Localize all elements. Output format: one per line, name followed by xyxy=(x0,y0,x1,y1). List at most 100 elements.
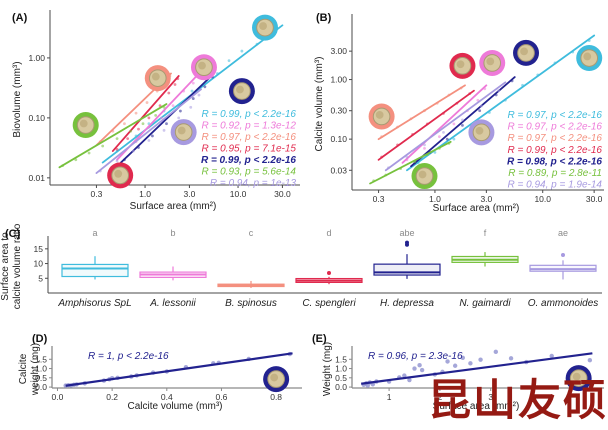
y-tick-label: 1.0 xyxy=(335,364,347,374)
scatter-point xyxy=(216,72,219,75)
y-tick-label: 1.5 xyxy=(35,354,47,364)
scatter-point xyxy=(412,366,417,371)
y-tick-label: 3.00 xyxy=(330,46,347,56)
scatter-point xyxy=(115,137,119,141)
r-value-label: R = 0.99, p < 2.2e-16 xyxy=(507,145,602,156)
x-tick-label: 2 xyxy=(438,392,443,402)
r-value-label: R = 0.89, p = 2.8e-11 xyxy=(508,168,602,179)
specimen-shell-detail xyxy=(475,126,484,135)
scatter-point xyxy=(438,146,441,150)
x-axis-label: Surface area (mm²) xyxy=(130,201,217,212)
scatter-point xyxy=(411,133,414,136)
y-axis-label: weight (mg) xyxy=(30,343,41,396)
scatter-point xyxy=(191,81,195,85)
scatter-point xyxy=(468,92,472,96)
specimen-icon xyxy=(368,103,395,130)
y-tick-label: 0.30 xyxy=(330,106,347,116)
scatter-point xyxy=(587,39,591,43)
scatter-point xyxy=(423,109,426,113)
scatter-point xyxy=(255,42,259,46)
scatter-point xyxy=(387,166,390,170)
scatter-point xyxy=(380,135,384,139)
scatter-point xyxy=(468,361,473,366)
y-axis-label: Calcite volume (mm³) xyxy=(314,56,325,151)
scatter-point xyxy=(399,167,402,171)
x-tick-label: 0.0 xyxy=(52,392,64,402)
scatter-point xyxy=(423,146,426,150)
scatter-point xyxy=(380,155,384,159)
specimen-icon xyxy=(170,119,197,146)
x-tick-label: 3 xyxy=(488,392,493,402)
scatter-point xyxy=(134,134,138,138)
scatter-point xyxy=(405,155,409,159)
scatter-point xyxy=(177,116,181,120)
y-axis-label: Surface area to xyxy=(0,232,11,301)
scatter-point xyxy=(147,125,151,129)
scatter-point xyxy=(165,122,168,126)
specimen-shell-detail xyxy=(79,119,88,128)
y-axis-label: Biovolume (mm³) xyxy=(12,61,23,137)
scatter-point xyxy=(452,137,456,141)
scatter-point xyxy=(461,124,464,127)
specimen-shell-detail xyxy=(375,111,384,119)
scatter-point xyxy=(160,116,163,120)
panel-label-c: (C) xyxy=(5,228,21,240)
scatter-point xyxy=(407,377,412,383)
scatter-point xyxy=(487,111,491,114)
r-value-label: R = 0.96, p = 2.3e-16 xyxy=(368,351,463,362)
x-tick-label: 0.4 xyxy=(161,392,173,402)
species-label: Amphisorus SpL xyxy=(57,298,131,309)
specimen-icon xyxy=(468,119,495,146)
y-tick-label: 1.00 xyxy=(330,75,347,85)
specimen-icon xyxy=(576,45,603,72)
significance-letter: b xyxy=(170,228,175,238)
scatter-point xyxy=(435,101,439,105)
x-tick-label: 10.0 xyxy=(534,194,551,204)
regression-line xyxy=(65,352,293,387)
scatter-point xyxy=(126,137,130,141)
x-tick-label: 0.2 xyxy=(106,392,118,402)
scatter-point xyxy=(162,128,166,132)
scatter-point xyxy=(197,93,201,97)
scatter-point xyxy=(461,118,464,122)
specimen-icon xyxy=(479,49,506,76)
r-value-label: R = 1, p < 2.2e-16 xyxy=(88,351,169,362)
scatter-point xyxy=(445,137,449,141)
specimen-shell-detail xyxy=(270,373,279,382)
y-tick-label: 15 xyxy=(34,244,44,254)
y-axis-label: Calcite xyxy=(18,353,29,384)
r-value-label: R = 0.99, p < 2.2e-16 xyxy=(201,109,296,120)
scatter-point xyxy=(203,85,207,89)
y-tick-label: 1.5 xyxy=(335,354,347,364)
scatter-point xyxy=(455,101,459,105)
scatter-point xyxy=(129,129,133,133)
regression-line xyxy=(401,84,488,164)
scatter-point xyxy=(460,355,465,360)
x-tick-label: 0.6 xyxy=(216,392,228,402)
scatter-point xyxy=(549,353,554,359)
scatter-point xyxy=(176,77,180,81)
regression-line xyxy=(95,88,202,175)
scatter-point xyxy=(179,109,182,113)
significance-letter: d xyxy=(326,228,331,238)
specimen-icon xyxy=(252,14,279,41)
specimen-icon xyxy=(263,366,290,393)
scatter-point xyxy=(132,149,135,153)
r-value-label: R = 0.97, p < 2.2e-16 xyxy=(507,133,602,144)
scatter-point xyxy=(167,91,171,95)
scatter-point xyxy=(145,101,149,104)
specimen-shell-detail xyxy=(572,372,581,381)
y-tick-label: 5 xyxy=(38,273,43,283)
significance-letter: f xyxy=(484,228,487,238)
y-axis-label: Weight (mg) xyxy=(322,342,333,396)
x-axis-label: Surface area (mm²) xyxy=(433,203,520,214)
regression-line xyxy=(111,75,180,152)
scatter-point xyxy=(134,111,138,115)
species-label: H. depressa xyxy=(380,298,434,309)
scatter-point xyxy=(101,144,105,148)
scatter-point xyxy=(483,87,487,91)
specimen-shell-detail xyxy=(456,60,465,69)
panel-label-a: (A) xyxy=(12,12,28,24)
scatter-point xyxy=(419,367,425,373)
scatter-point xyxy=(442,130,445,134)
